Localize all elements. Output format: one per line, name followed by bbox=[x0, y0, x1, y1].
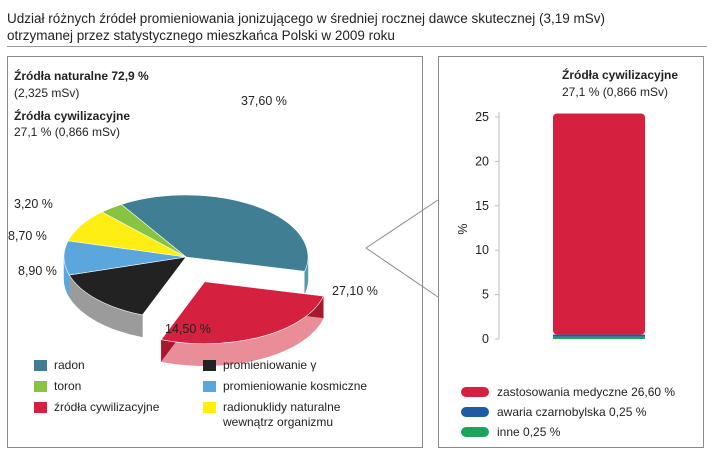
bar-segment-chernobyl bbox=[553, 334, 645, 337]
bar-legend-swatch-chernobyl bbox=[461, 407, 489, 417]
y-tick-label-25: 25 bbox=[475, 110, 489, 124]
legend-swatch-civil bbox=[34, 402, 47, 413]
title-divider bbox=[7, 46, 707, 47]
y-tick-label-20: 20 bbox=[475, 154, 489, 168]
bar-panel: Źródła cywilizacyjne 27,1 % (0,866 mSv) … bbox=[438, 56, 704, 448]
pie-slice-promieniowanie-γ bbox=[68, 256, 187, 316]
legend-label-radionuclides: radionuklidy naturalne bbox=[223, 400, 341, 414]
legend-swatch-radon bbox=[34, 360, 47, 371]
civil-sub: 27,1 % (0,866 mSv) bbox=[14, 125, 121, 139]
legend-swatch-cosmic bbox=[203, 381, 216, 392]
bar-segment-other bbox=[553, 336, 645, 339]
pie-label-radionuklidy-naturalne-wewnątrz-organizmu: 8,70 % bbox=[8, 229, 47, 243]
bar-chart: 0 5 10 15 20 25% bbox=[456, 110, 645, 346]
legend-swatch-toron bbox=[34, 381, 47, 392]
pie-slice-źródła-cywilizacyjne bbox=[160, 281, 324, 345]
bar-legend-label-other: inne 0,25 % bbox=[497, 425, 561, 439]
pie-panel: Źródła naturalne 72,9 % (2,325 mSv) Źród… bbox=[7, 56, 423, 448]
bar-legend-swatch-medical bbox=[461, 387, 489, 397]
y-tick-label-5: 5 bbox=[482, 288, 489, 302]
pie-label-toron: 3,20 % bbox=[14, 197, 53, 211]
pie-label-radon: 37,60 % bbox=[241, 94, 287, 108]
bar-legend-label-chernobyl: awaria czarnobylska 0,25 % bbox=[497, 405, 647, 419]
natural-sub: (2,325 mSv) bbox=[14, 86, 80, 100]
bar-header-sub: 27,1 % (0,866 mSv) bbox=[562, 85, 669, 99]
legend-swatch-radionuclides bbox=[203, 402, 216, 413]
y-tick-label-0: 0 bbox=[482, 332, 489, 346]
pie-slice-toron bbox=[101, 204, 187, 258]
chart-title: Udział różnych źródeł promieniowania jon… bbox=[7, 10, 707, 44]
legend-label-gamma: promieniowanie γ bbox=[223, 358, 317, 372]
y-axis-label: % bbox=[456, 223, 470, 234]
bar-segment-medical bbox=[553, 113, 645, 335]
pie-label-źródła-cywilizacyjne: 27,10 % bbox=[332, 284, 378, 298]
legend-label-radionuclides-line2: wewnątrz organizmu bbox=[223, 415, 334, 429]
bar-header-title: Źródła cywilizacyjne bbox=[562, 68, 679, 82]
title-line-2: otrzymanej przez statystycznego mieszkań… bbox=[7, 28, 395, 43]
pie-slice-radon bbox=[120, 194, 309, 272]
y-tick-label-10: 10 bbox=[475, 243, 489, 257]
legend-label-civil: źródła cywilizacyjne bbox=[54, 400, 160, 414]
pie-chart: 37,60 % 27,10 % 14,50 % 8,90 % 8,70 % 3,20 % bbox=[8, 94, 378, 367]
civil-title: Źródła cywilizacyjne bbox=[14, 109, 131, 123]
bar-legend-swatch-other bbox=[461, 427, 489, 437]
legend-label-cosmic: promieniowanie kosmiczne bbox=[223, 379, 368, 393]
pie-label-promieniowanie-kosmiczne: 8,90 % bbox=[18, 264, 57, 278]
natural-title: Źródła naturalne 72,9 % bbox=[14, 69, 149, 83]
y-tick-label-15: 15 bbox=[475, 199, 489, 213]
title-line-1: Udział różnych źródeł promieniowania jon… bbox=[7, 11, 606, 26]
legend-swatch-gamma bbox=[203, 360, 216, 371]
legend-label-toron: toron bbox=[54, 379, 82, 393]
legend-label-radon: radon bbox=[54, 358, 85, 372]
bar-legend-label-medical: zastosowania medyczne 26,60 % bbox=[497, 385, 676, 399]
pie-label-promieniowanie-γ: 14,50 % bbox=[165, 322, 211, 336]
